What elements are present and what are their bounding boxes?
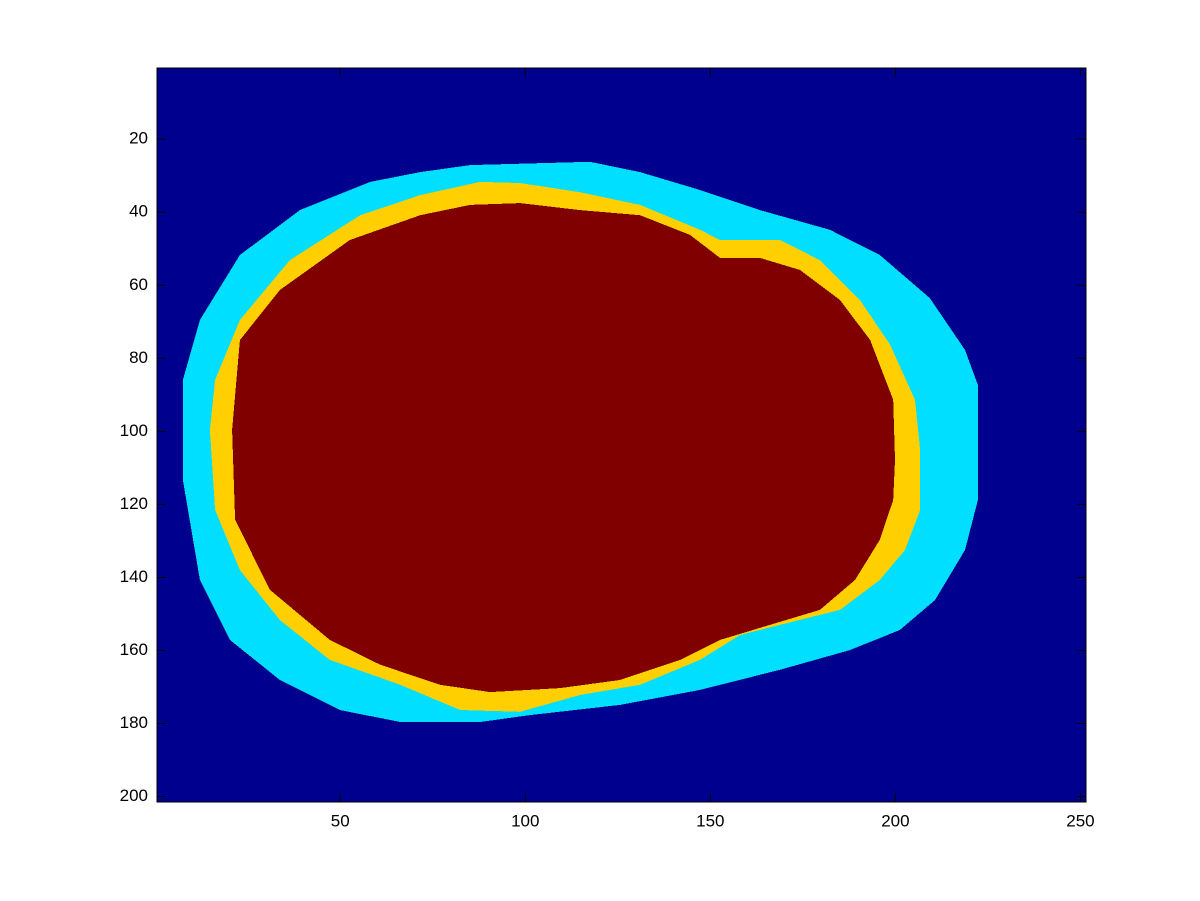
x-tick-label: 100 bbox=[511, 811, 539, 830]
x-tick-label: 250 bbox=[1066, 811, 1094, 830]
y-tick-label: 200 bbox=[120, 786, 148, 805]
y-tick-label: 40 bbox=[129, 202, 148, 221]
y-tick-label: 20 bbox=[129, 129, 148, 148]
x-tick-label: 200 bbox=[881, 811, 909, 830]
x-tick-label: 50 bbox=[331, 811, 350, 830]
y-tick-label: 80 bbox=[129, 348, 148, 367]
y-tick-label: 100 bbox=[120, 421, 148, 440]
y-tick-label: 120 bbox=[120, 494, 148, 513]
axes-box bbox=[156, 67, 1087, 803]
y-tick-label: 180 bbox=[120, 713, 148, 732]
x-tick-label: 150 bbox=[696, 811, 724, 830]
region bbox=[232, 203, 896, 693]
y-tick-label: 60 bbox=[129, 275, 148, 294]
y-tick-label: 140 bbox=[120, 567, 148, 586]
y-tick-label: 160 bbox=[120, 640, 148, 659]
